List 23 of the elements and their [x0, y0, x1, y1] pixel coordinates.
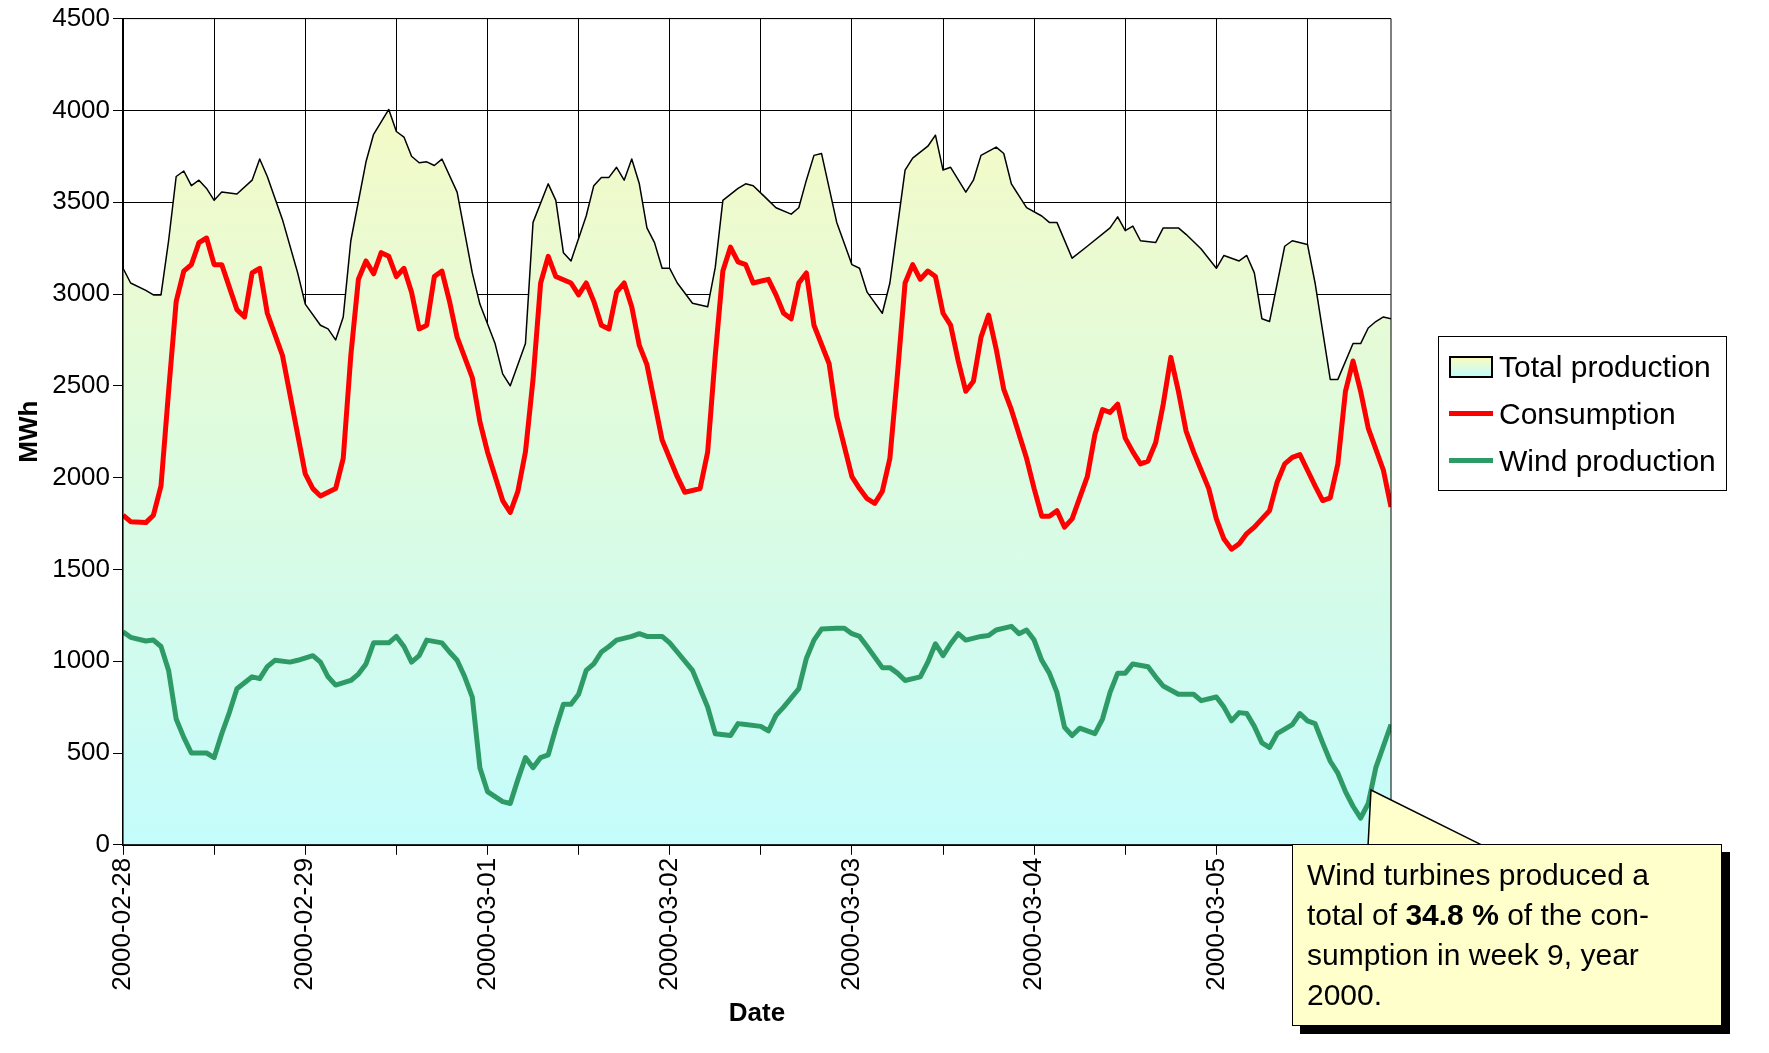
x-tick-label: 2000-03-02	[652, 857, 683, 991]
x-tick-label: 2000-03-01	[470, 857, 501, 991]
x-tick-label: 2000-03-05	[1199, 857, 1230, 991]
x-tick-label: 2000-02-28	[106, 857, 137, 991]
legend-label: Total production	[1499, 349, 1711, 384]
legend-label: Wind production	[1499, 443, 1716, 478]
x-tick-label: 2000-03-03	[835, 857, 866, 991]
y-tick-label: 3500	[52, 185, 111, 216]
y-tick-label: 1500	[52, 552, 111, 583]
y-tick-label: 500	[66, 736, 111, 767]
x-tick-label: 2000-02-29	[288, 857, 319, 991]
y-tick-label: 2000	[52, 460, 111, 491]
x-tick-label: 2000-03-04	[1017, 857, 1048, 991]
y-tick-label: 1000	[52, 644, 111, 675]
y-tick-label: 0	[95, 827, 111, 858]
y-tick-label: 4500	[52, 1, 111, 32]
x-axis-title: Date	[728, 996, 786, 1027]
legend-label: Consumption	[1499, 396, 1676, 431]
y-tick-label: 3000	[52, 277, 111, 308]
y-tick-label: 4000	[52, 93, 111, 124]
y-axis-title: MWh	[12, 400, 43, 463]
text: Wind turbines produced a total of 34.8 % of the con-sumption in week 9, year 2000.	[1292, 843, 1722, 1026]
y-tick-label: 2500	[52, 368, 111, 399]
